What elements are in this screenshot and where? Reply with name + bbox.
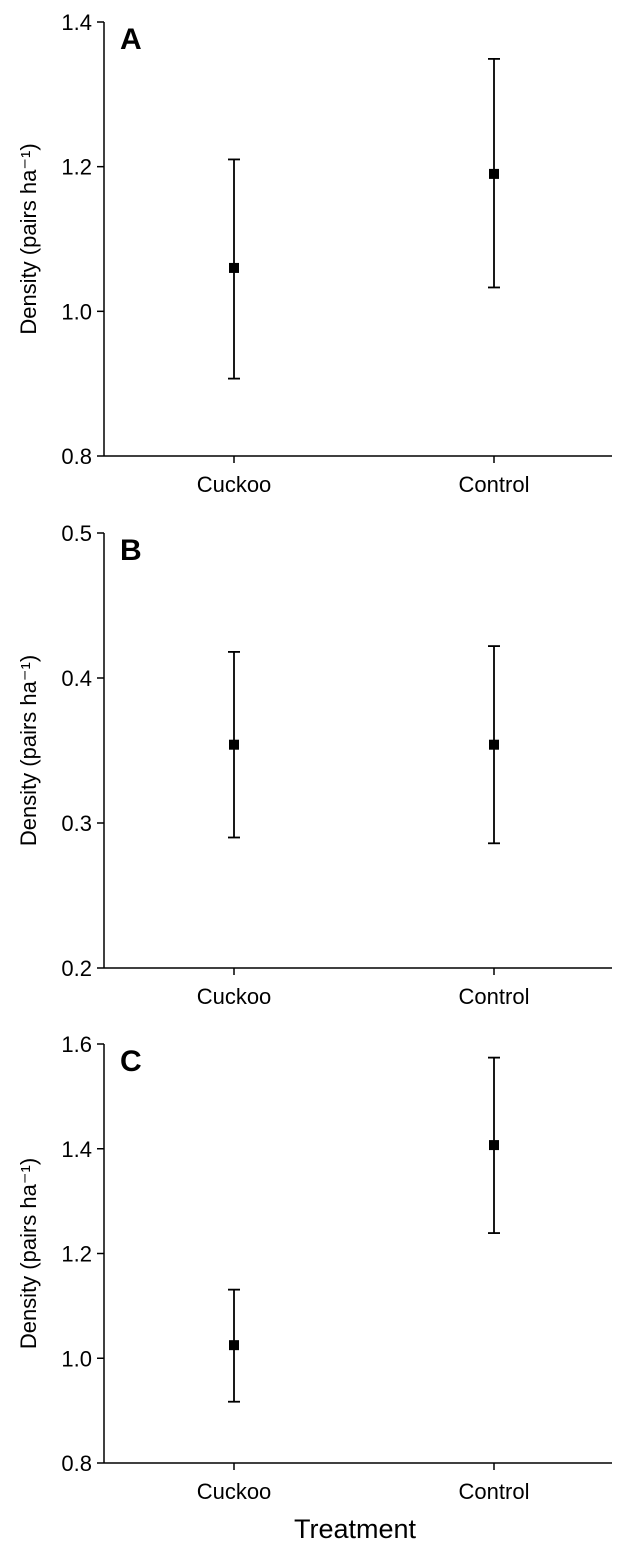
y-tick-label: 0.5: [61, 521, 92, 546]
mean-marker-cuckoo: [229, 262, 239, 273]
panel-label: B: [120, 534, 142, 567]
y-axis-label: Density (pairs ha⁻¹): [16, 1158, 41, 1349]
y-tick-label: 1.2: [61, 155, 92, 180]
panel-label: A: [120, 23, 142, 56]
x-tick-label-control: Control: [459, 984, 530, 1009]
y-tick-label: 1.2: [61, 1242, 92, 1267]
y-tick-label: 1.4: [61, 10, 92, 35]
y-tick-label: 1.0: [61, 299, 92, 324]
mean-marker-cuckoo: [229, 739, 239, 750]
y-tick-label: 0.3: [61, 811, 92, 836]
panel-label: C: [120, 1045, 142, 1078]
y-tick-label: 0.8: [61, 444, 92, 469]
y-tick-label: 0.2: [61, 956, 92, 981]
panel-b: 0.2 0.3 0.4 0.5 Cuckoo Control B Density (pairs…: [16, 521, 612, 1009]
y-tick-label: 1.6: [61, 1032, 92, 1057]
x-tick-label-control: Control: [459, 472, 530, 497]
x-tick-label-control: Control: [459, 1479, 530, 1504]
mean-marker-control: [489, 739, 499, 750]
mean-marker-cuckoo: [229, 1340, 239, 1351]
x-tick-label-cuckoo: Cuckoo: [197, 1479, 272, 1504]
y-tick-label: 0.8: [61, 1451, 92, 1476]
y-tick-label: 1.4: [61, 1137, 92, 1162]
mean-marker-control: [489, 168, 499, 179]
panel-c: 0.8 1.0 1.2 1.4 1.6 Cuckoo Control C Density (pa…: [16, 1032, 612, 1542]
y-axis-label: Density (pairs ha⁻¹): [16, 143, 41, 334]
x-tick-label-cuckoo: Cuckoo: [197, 984, 272, 1009]
y-tick-label: 1.0: [61, 1346, 92, 1371]
panel-a: 0.8 1.0 1.2 1.4 Cuckoo Control A Density (pairs…: [16, 10, 612, 497]
x-tick-label-cuckoo: Cuckoo: [197, 472, 272, 497]
mean-marker-control: [489, 1140, 499, 1151]
y-tick-label: 0.4: [61, 666, 92, 691]
y-axis-label: Density (pairs ha⁻¹): [16, 655, 41, 846]
x-axis-title: Treatment: [294, 1514, 417, 1542]
